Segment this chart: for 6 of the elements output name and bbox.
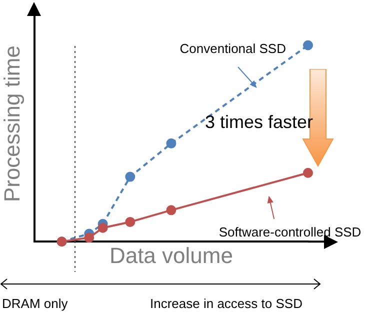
series-label: Conventional SSD — [180, 40, 286, 56]
x-axis-title: Data volume — [109, 242, 233, 268]
text: Increase in access to SSD — [150, 296, 302, 311]
y-axis-title: Processing time — [0, 46, 24, 202]
text: DRAM only — [2, 296, 68, 311]
legend-label: Software-controlled SSD — [218, 224, 362, 240]
